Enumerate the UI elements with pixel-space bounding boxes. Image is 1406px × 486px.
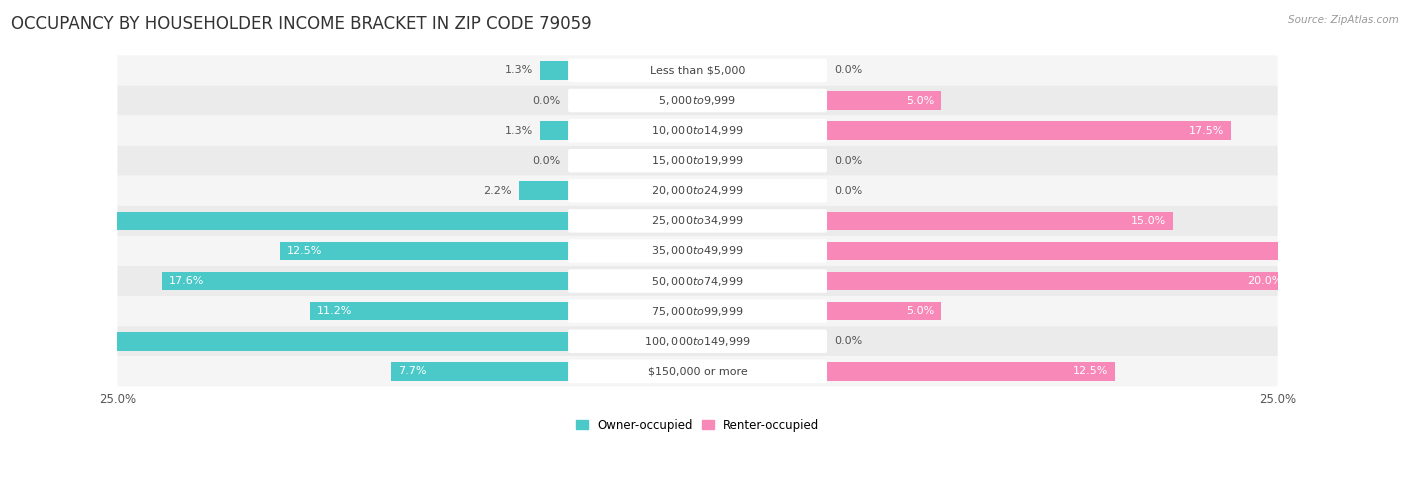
Text: 0.0%: 0.0% [835, 186, 863, 196]
Text: 1.3%: 1.3% [505, 125, 533, 136]
Text: $5,000 to $9,999: $5,000 to $9,999 [658, 94, 737, 107]
FancyBboxPatch shape [568, 119, 827, 142]
Text: $15,000 to $19,999: $15,000 to $19,999 [651, 154, 744, 167]
Bar [540, 122, 569, 140]
FancyBboxPatch shape [118, 86, 1278, 116]
Text: 5.0%: 5.0% [905, 306, 934, 316]
Text: $75,000 to $99,999: $75,000 to $99,999 [651, 305, 744, 318]
FancyBboxPatch shape [568, 149, 827, 173]
FancyBboxPatch shape [118, 356, 1278, 386]
FancyBboxPatch shape [568, 330, 827, 353]
Text: $100,000 to $149,999: $100,000 to $149,999 [644, 335, 751, 347]
Text: 24.5%: 24.5% [8, 216, 44, 226]
Text: 0.0%: 0.0% [835, 156, 863, 166]
Text: 12.5%: 12.5% [1073, 366, 1108, 376]
Text: 2.2%: 2.2% [484, 186, 512, 196]
Text: 5.0%: 5.0% [905, 96, 934, 105]
Text: 11.2%: 11.2% [316, 306, 353, 316]
Bar [1, 211, 569, 230]
FancyBboxPatch shape [118, 116, 1278, 146]
Bar [540, 61, 569, 80]
FancyBboxPatch shape [568, 269, 827, 293]
FancyBboxPatch shape [118, 146, 1278, 176]
FancyBboxPatch shape [568, 89, 827, 112]
FancyBboxPatch shape [568, 179, 827, 203]
Text: $35,000 to $49,999: $35,000 to $49,999 [651, 244, 744, 258]
Bar [162, 272, 569, 290]
Bar [519, 181, 569, 200]
Bar [825, 302, 941, 320]
Bar [391, 362, 569, 381]
FancyBboxPatch shape [568, 59, 827, 82]
FancyBboxPatch shape [118, 176, 1278, 206]
Text: 1.3%: 1.3% [505, 66, 533, 75]
Text: $150,000 or more: $150,000 or more [648, 366, 748, 376]
FancyBboxPatch shape [568, 209, 827, 233]
Text: 0.0%: 0.0% [835, 336, 863, 346]
FancyBboxPatch shape [118, 326, 1278, 356]
FancyBboxPatch shape [118, 55, 1278, 86]
Text: Source: ZipAtlas.com: Source: ZipAtlas.com [1288, 15, 1399, 25]
FancyBboxPatch shape [568, 299, 827, 323]
FancyBboxPatch shape [118, 236, 1278, 266]
Bar [825, 362, 1115, 381]
Bar [825, 272, 1289, 290]
Bar [825, 91, 941, 110]
FancyBboxPatch shape [568, 360, 827, 383]
Text: $20,000 to $24,999: $20,000 to $24,999 [651, 184, 744, 197]
FancyBboxPatch shape [568, 239, 827, 263]
Text: 17.5%: 17.5% [1189, 125, 1225, 136]
FancyBboxPatch shape [118, 206, 1278, 236]
Text: 7.7%: 7.7% [398, 366, 426, 376]
Text: $50,000 to $74,999: $50,000 to $74,999 [651, 275, 744, 288]
Text: 0.0%: 0.0% [533, 156, 561, 166]
Text: 17.6%: 17.6% [169, 276, 204, 286]
Text: OCCUPANCY BY HOUSEHOLDER INCOME BRACKET IN ZIP CODE 79059: OCCUPANCY BY HOUSEHOLDER INCOME BRACKET … [11, 15, 592, 33]
Text: 20.0%: 20.0% [1247, 276, 1282, 286]
Legend: Owner-occupied, Renter-occupied: Owner-occupied, Renter-occupied [572, 416, 823, 435]
Text: $10,000 to $14,999: $10,000 to $14,999 [651, 124, 744, 137]
Text: 0.0%: 0.0% [835, 66, 863, 75]
Text: 15.0%: 15.0% [1130, 216, 1167, 226]
Text: 0.0%: 0.0% [533, 96, 561, 105]
Bar [825, 211, 1173, 230]
Text: 12.5%: 12.5% [287, 246, 322, 256]
Text: Less than $5,000: Less than $5,000 [650, 66, 745, 75]
Text: $25,000 to $34,999: $25,000 to $34,999 [651, 214, 744, 227]
Bar [280, 242, 569, 260]
Bar [62, 332, 569, 350]
Bar [825, 242, 1406, 260]
FancyBboxPatch shape [118, 296, 1278, 326]
Text: 21.9%: 21.9% [69, 336, 104, 346]
Text: 25.0%: 25.0% [1362, 246, 1399, 256]
Bar [311, 302, 569, 320]
Bar [825, 122, 1232, 140]
FancyBboxPatch shape [118, 266, 1278, 296]
